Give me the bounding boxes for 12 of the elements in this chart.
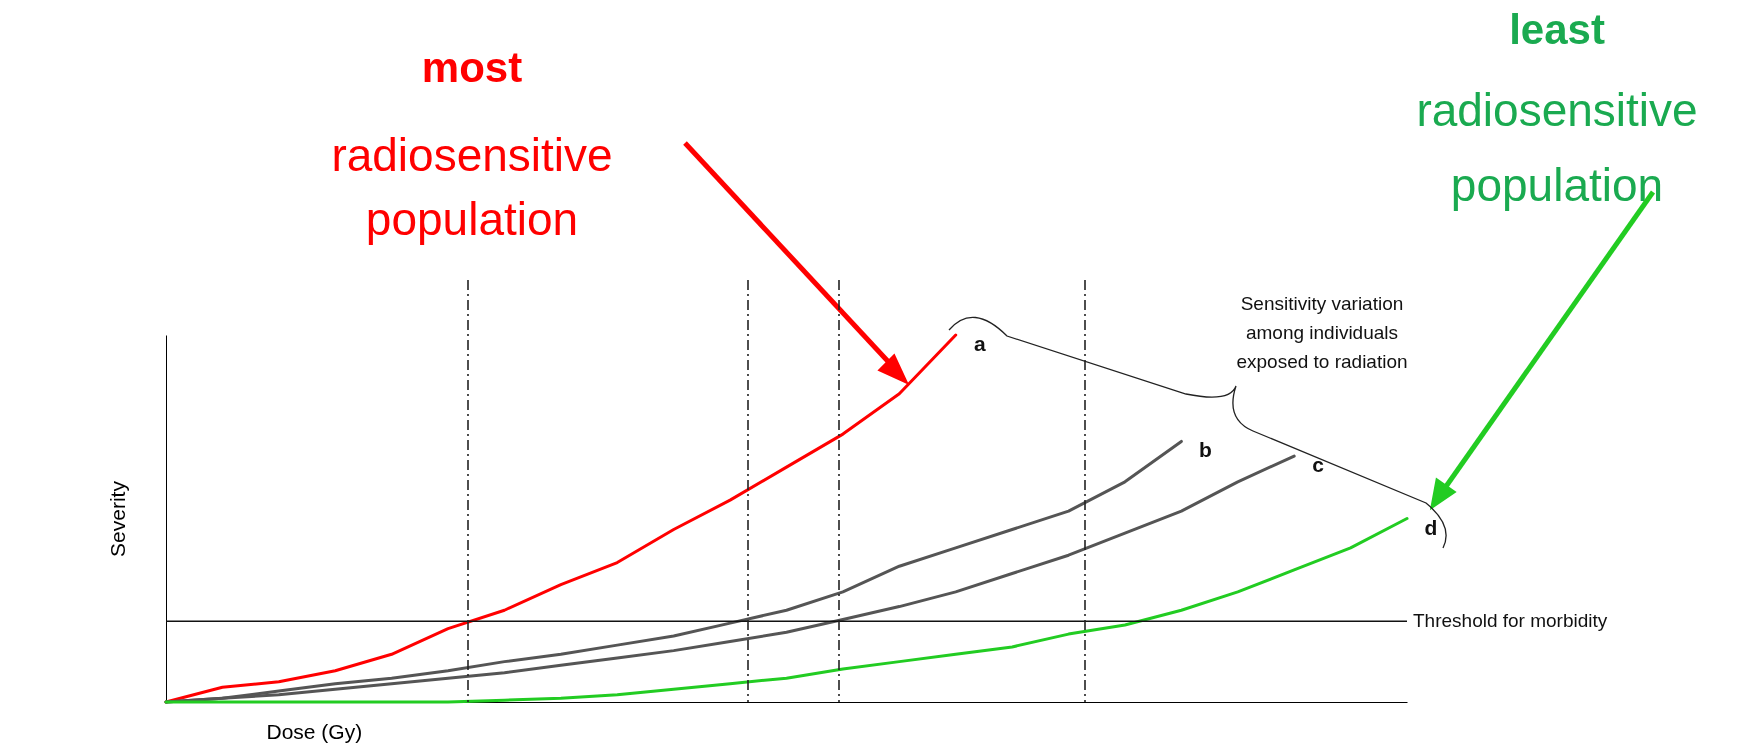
annotation: Sensitivity variation among individuals exposed to radiation (1236, 293, 1408, 372)
x-axis-title: Dose (Gy) (266, 719, 363, 743)
text: least (1509, 6, 1605, 53)
text: radiosensitive population (331, 129, 613, 245)
series-label: c (1312, 453, 1325, 477)
series-label: a (973, 332, 986, 355)
text: radiosensitive population (1416, 84, 1698, 211)
legend-label: d (1424, 515, 1438, 539)
text: most (421, 44, 523, 91)
ref-line-label: Threshold for morbidity (1413, 610, 1608, 632)
y-axis-title: Severity (105, 480, 129, 557)
series-label: b (1198, 438, 1212, 462)
